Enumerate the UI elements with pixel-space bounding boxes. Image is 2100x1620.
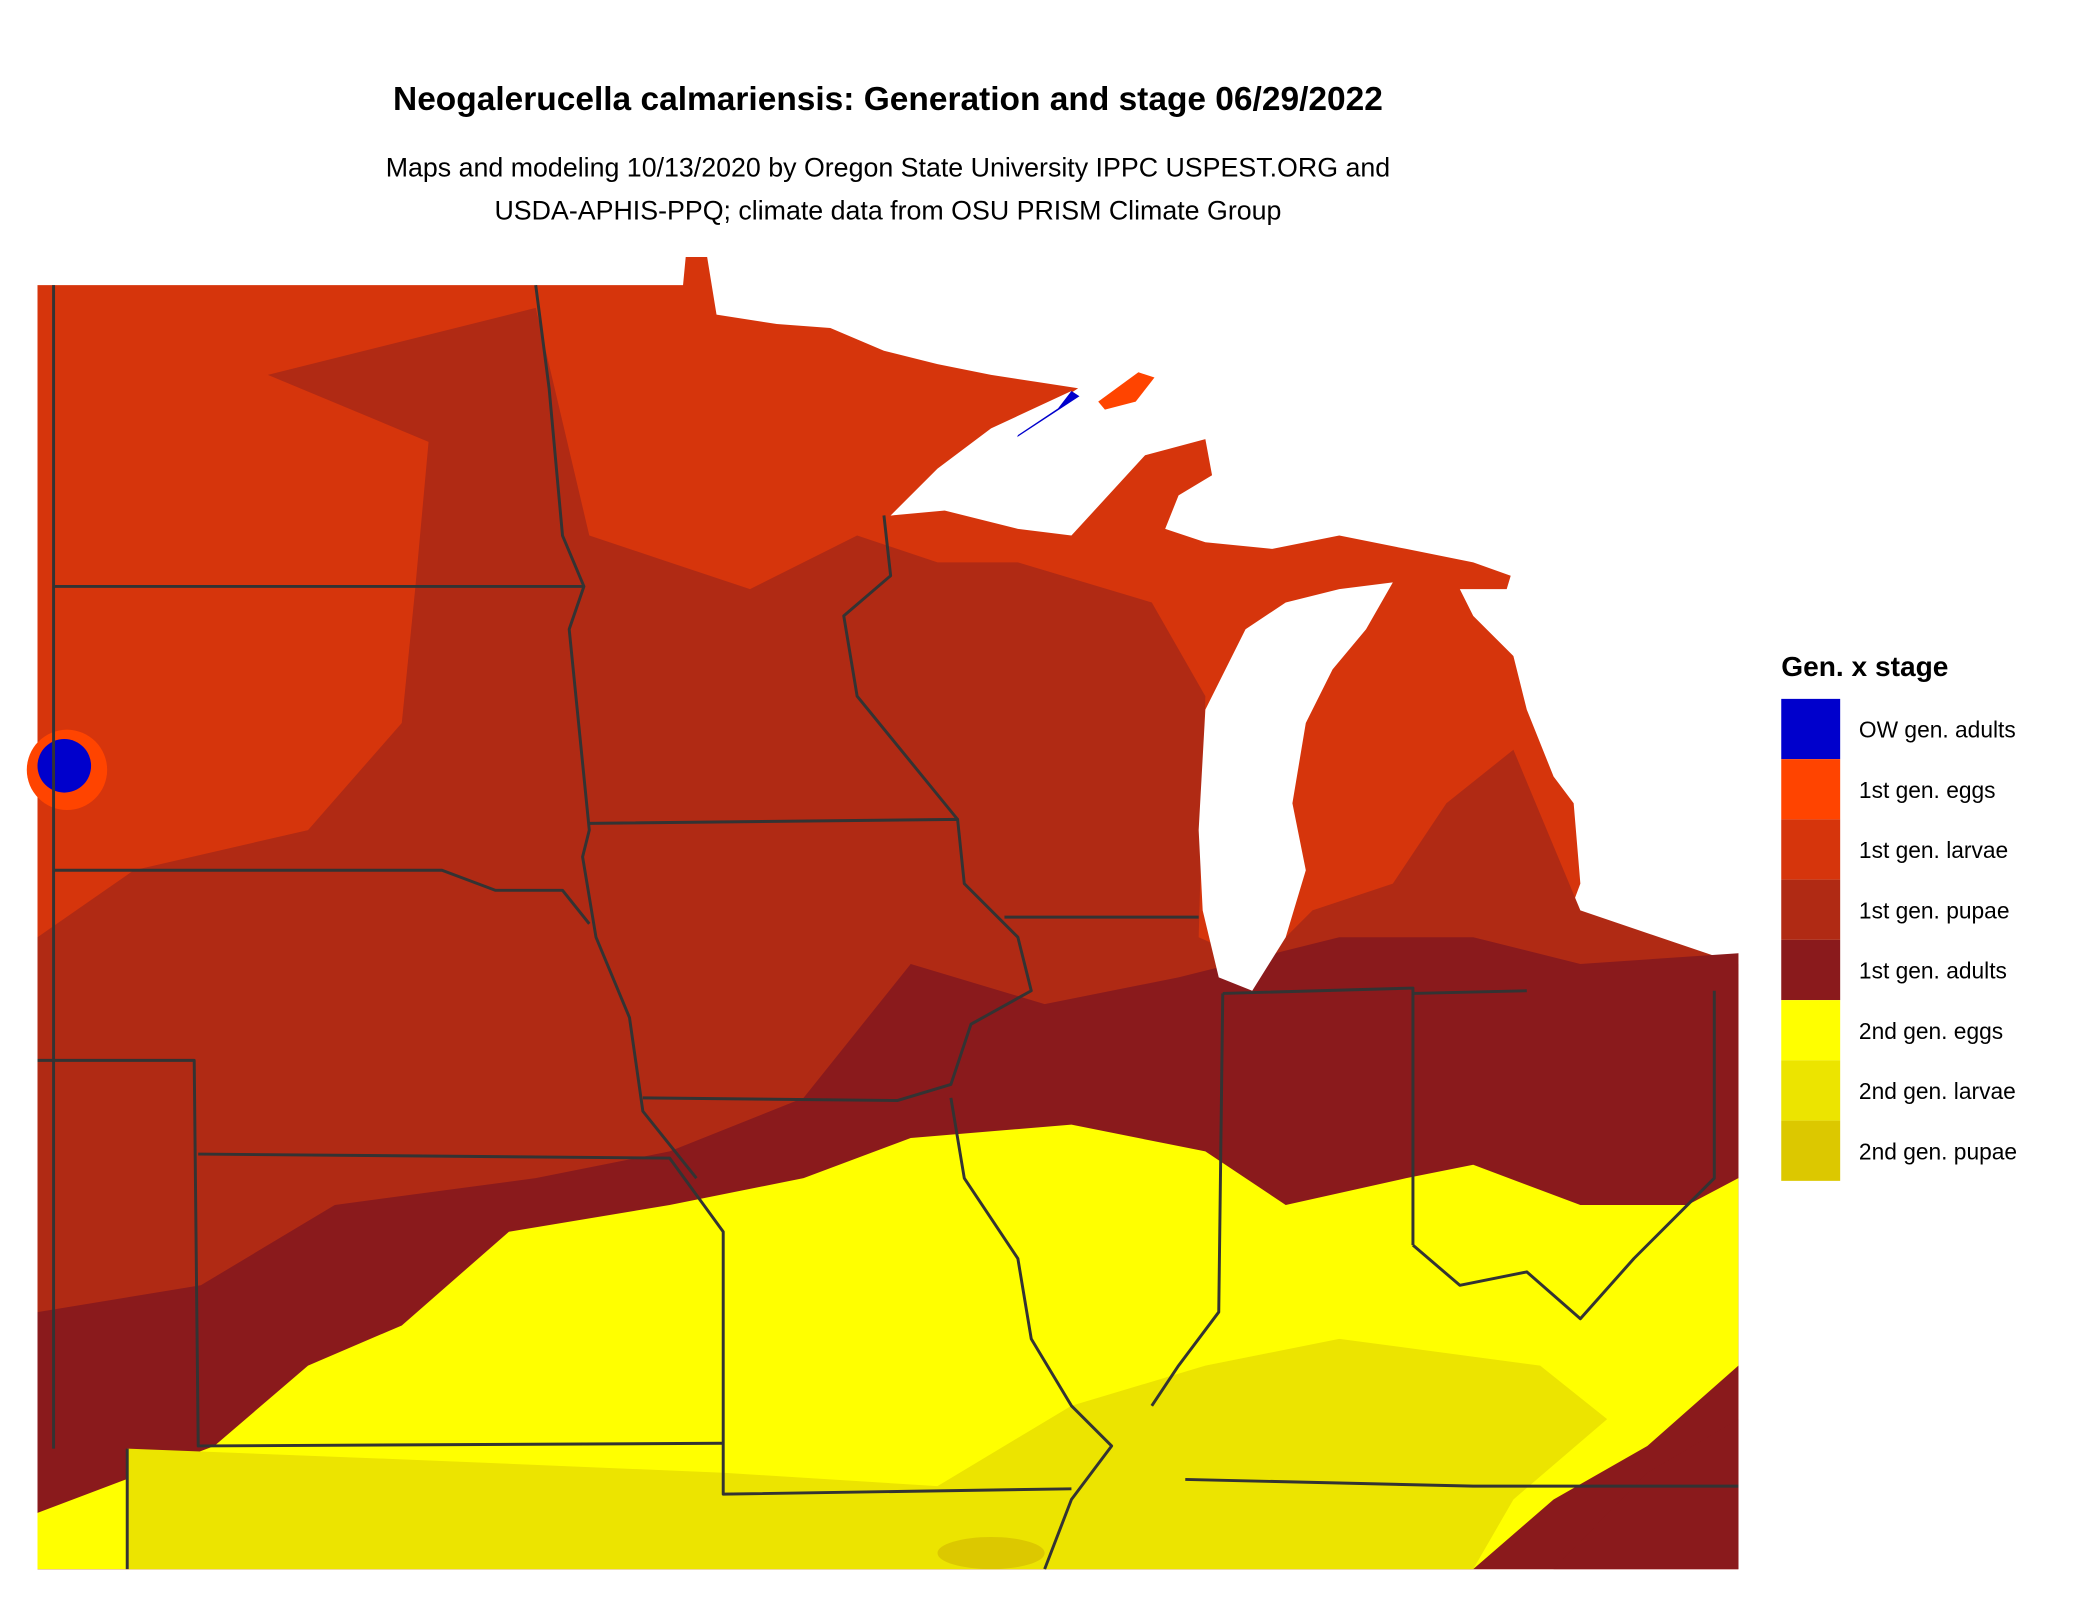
- region: [1098, 372, 1155, 410]
- legend-label: 2nd gen. larvae: [1859, 1078, 2016, 1104]
- legend-label: 1st gen. eggs: [1859, 777, 1996, 803]
- state-border: [37, 1058, 724, 1448]
- region: [937, 1536, 1045, 1570]
- legend-swatch: [1781, 759, 1841, 820]
- legend-swatch: [1781, 698, 1841, 760]
- state-border: [949, 1097, 1114, 1570]
- legend-swatch: [1781, 1000, 1841, 1061]
- region: [1553, 1419, 1739, 1570]
- region: [127, 1338, 1608, 1570]
- state-border: [198, 1152, 1072, 1496]
- legend-label: 1st gen. larvae: [1859, 837, 2008, 863]
- map: [26, 257, 1739, 1570]
- region: [37, 739, 92, 793]
- state-border: [1412, 989, 1527, 995]
- legend-label: 1st gen. pupae: [1859, 897, 2010, 923]
- state-border: [1222, 986, 1415, 1246]
- state-border: [1185, 1477, 1739, 1488]
- legend: OW gen. adults 1st gen. eggs 1st gen. larv…: [1781, 698, 2017, 1181]
- map-subtitle: USDA-APHIS-PPQ; climate data from OSU PR…: [494, 196, 1281, 226]
- legend-swatch: [1781, 939, 1841, 1001]
- legend-label: 1st gen. adults: [1859, 958, 2007, 984]
- lake: [890, 390, 1072, 516]
- legend-swatch: [1781, 819, 1841, 880]
- state-border: [589, 817, 1033, 1103]
- state-border: [1411, 990, 1716, 1321]
- lake: [1198, 582, 1393, 991]
- state-border: [534, 284, 698, 1180]
- state-border: [53, 868, 591, 925]
- map-subtitle: Maps and modeling 10/13/2020 by Oregon S…: [386, 153, 1390, 183]
- state-border: [1150, 993, 1225, 1407]
- legend-swatch: [1781, 1060, 1841, 1121]
- legend-label: OW gen. adults: [1859, 717, 2016, 743]
- map-title: Neogalerucella calmariensis: Generation …: [393, 81, 1383, 118]
- legend-label: 2nd gen. eggs: [1859, 1018, 2003, 1044]
- legend-swatch: [1781, 1120, 1841, 1181]
- legend-title: Gen. x stage: [1781, 651, 1948, 682]
- legend-label: 2nd gen. pupae: [1859, 1138, 2017, 1164]
- legend-swatch: [1781, 879, 1841, 940]
- state-border: [842, 515, 959, 821]
